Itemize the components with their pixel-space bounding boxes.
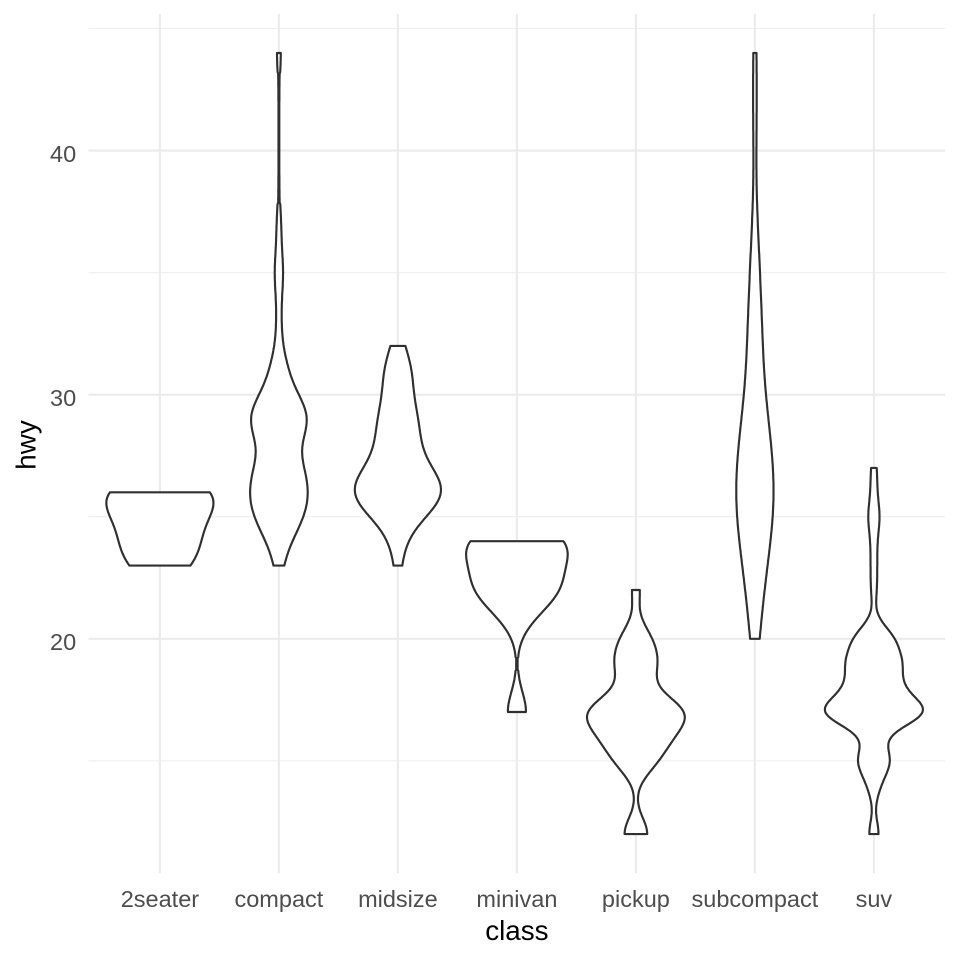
svg-text:20: 20 bbox=[50, 629, 76, 655]
svg-text:40: 40 bbox=[50, 141, 76, 167]
svg-text:suv: suv bbox=[856, 886, 893, 912]
svg-text:midsize: midsize bbox=[358, 886, 438, 912]
svg-text:hwy: hwy bbox=[11, 420, 42, 470]
svg-text:2seater: 2seater bbox=[121, 886, 200, 912]
svg-text:pickup: pickup bbox=[602, 886, 670, 912]
svg-text:compact: compact bbox=[234, 886, 323, 912]
svg-text:subcompact: subcompact bbox=[692, 886, 819, 912]
svg-text:minivan: minivan bbox=[476, 886, 557, 912]
svg-text:class: class bbox=[485, 915, 548, 946]
svg-text:30: 30 bbox=[50, 385, 76, 411]
